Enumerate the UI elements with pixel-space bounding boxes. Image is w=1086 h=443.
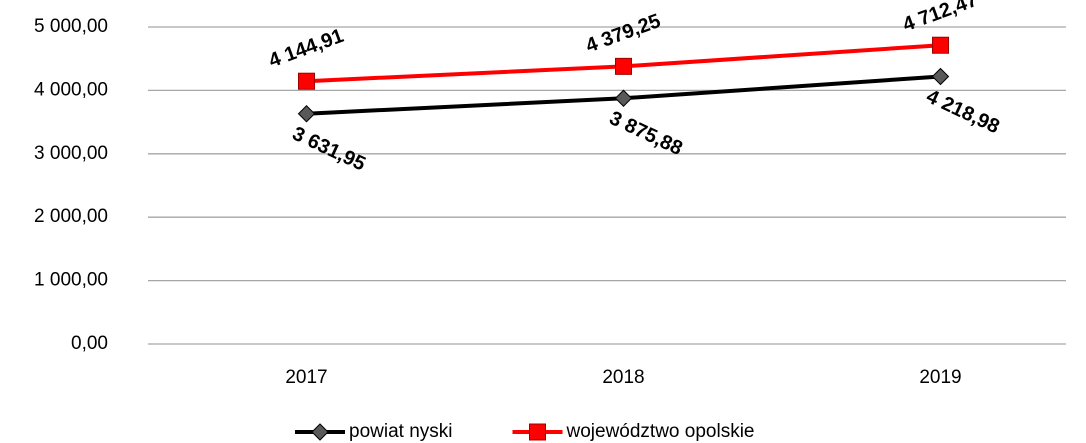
x-tick-label: 2019: [919, 367, 961, 388]
marker: [298, 72, 315, 90]
marker: [297, 105, 316, 123]
legend-label: powiat nyski: [349, 421, 453, 442]
data-label: 3 875,88: [606, 107, 686, 160]
data-label: 4 379,25: [583, 10, 664, 57]
marker: [614, 89, 633, 107]
data-label: 4 144,91: [266, 25, 347, 72]
data-label: 3 631,95: [289, 123, 369, 176]
data-label: 4 218,98: [923, 85, 1003, 138]
marker: [931, 67, 950, 86]
legend-label: województwo opolskie: [566, 421, 755, 442]
y-tick-label: 5 000,00: [34, 16, 108, 37]
data-label: 4 712,47: [900, 0, 981, 36]
x-tick-label: 2017: [285, 367, 327, 388]
y-tick-label: 2 000,00: [34, 206, 108, 227]
marker: [932, 36, 949, 54]
y-tick-label: 3 000,00: [34, 143, 108, 164]
y-tick-label: 0,00: [71, 333, 108, 354]
marker: [529, 423, 546, 441]
marker: [615, 57, 632, 75]
marker: [311, 423, 329, 441]
x-tick-label: 2018: [602, 367, 644, 388]
y-tick-label: 1 000,00: [34, 270, 108, 291]
y-tick-label: 4 000,00: [34, 79, 108, 100]
